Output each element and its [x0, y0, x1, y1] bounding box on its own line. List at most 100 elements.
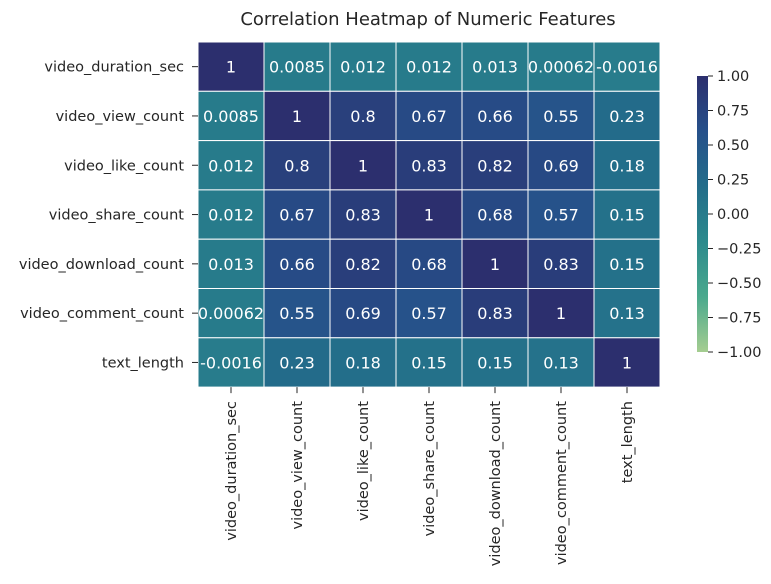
heatmap-cell	[263, 189, 331, 240]
heatmap-cell-label: 0.0085	[203, 107, 259, 126]
heatmap-cell-label: 0.66	[477, 107, 513, 126]
heatmap-cell	[527, 189, 595, 240]
heatmap-cell-label: 0.00062	[198, 304, 264, 323]
heatmap-cell-label: 0.67	[411, 107, 447, 126]
heatmap-cell-label: 0.83	[543, 255, 579, 274]
row-tick-label: video_duration_sec	[44, 60, 184, 76]
column-tick-label: video_view_count	[290, 401, 306, 530]
row-tick-label: video_like_count	[64, 158, 184, 174]
heatmap-cell-label: 0.15	[609, 255, 645, 274]
heatmap-cell-label: 0.57	[543, 206, 579, 225]
heatmap-cell-label: 0.13	[609, 304, 645, 323]
colorbar-tick-label: −0.25	[717, 242, 761, 258]
heatmap-cell	[395, 337, 463, 388]
heatmap-cell-label: 0.68	[411, 255, 447, 274]
heatmap-cell-label: 1	[292, 107, 302, 126]
heatmap-cell-label: 0.55	[543, 107, 579, 126]
heatmap-cell	[197, 288, 265, 339]
heatmap-cell-label: 0.012	[340, 58, 386, 77]
heatmap-cell-label: 0.012	[406, 58, 452, 77]
heatmap-cell	[593, 90, 661, 142]
heatmap-cell	[461, 337, 529, 388]
heatmap-cell-label: 0.8	[284, 156, 309, 175]
colorbar-tick-label: −0.50	[717, 276, 761, 292]
heatmap-cell-label: 0.82	[345, 255, 381, 274]
heatmap-cell	[593, 337, 661, 388]
heatmap-cell-label: 1	[490, 255, 500, 274]
heatmap-cell-label: 0.18	[345, 353, 381, 372]
heatmap-cell	[461, 288, 529, 339]
heatmap-cell-label: 0.69	[543, 156, 579, 175]
colorbar-tick-label: −1.00	[717, 345, 761, 361]
heatmap-cell	[197, 238, 265, 289]
heatmap-cell-label: 1	[556, 304, 566, 323]
heatmap-cell-label: 0.57	[411, 304, 447, 323]
heatmap-cell-label: 0.8	[350, 107, 375, 126]
row-tick-labels: video_duration_sec video_view_count video_…	[19, 60, 198, 371]
heatmap-cell-label: 0.23	[279, 353, 315, 372]
heatmap-cell-label: 0.00062	[528, 58, 594, 77]
heatmap-cell-label: 1	[622, 353, 632, 372]
colorbar-tick-label: 0.75	[717, 104, 749, 120]
heatmap-cell	[395, 189, 463, 240]
colorbar-tick-label: −0.75	[717, 311, 761, 327]
column-tick-label: video_download_count	[488, 401, 504, 566]
column-tick-label: video_share_count	[422, 401, 438, 537]
heatmap-cell	[197, 41, 265, 92]
colorbar-tick-label: 0.00	[717, 207, 749, 223]
heatmap-cell-label: 0.012	[208, 156, 254, 175]
colorbar-tick-label: 0.25	[717, 173, 749, 189]
heatmap-cell-label: 0.67	[279, 206, 315, 225]
heatmap-cell	[263, 288, 331, 339]
heatmap-cell-label: 0.15	[411, 353, 447, 372]
row-tick-label: video_comment_count	[20, 306, 184, 322]
heatmap-cell	[329, 238, 397, 289]
colorbar-ticks: 1.00 0.75 0.50 0.25 0.00 −0.25 −0.50 −0.75 −1.00	[708, 69, 761, 361]
heatmap-cell	[461, 90, 529, 142]
heatmap-cell	[395, 140, 463, 191]
heatmap-cell	[329, 41, 397, 92]
heatmap-cell	[527, 337, 595, 388]
heatmap-cell	[197, 189, 265, 240]
heatmap-cell	[197, 337, 265, 388]
heatmap-cell-label: 0.15	[477, 353, 513, 372]
colorbar-gradient	[697, 76, 708, 352]
heatmap-cell-label: 0.18	[609, 156, 645, 175]
heatmap-cell-label: 0.83	[411, 156, 447, 175]
column-tick-label: video_like_count	[356, 401, 372, 521]
column-tick-label: text_length	[620, 401, 636, 483]
heatmap-cell-label: -0.0016	[596, 58, 658, 77]
heatmap-cells: 1 0.0085 0.012 0.012 0.013 0.00062 -0.00160.00…	[197, 41, 661, 388]
heatmap-cell	[329, 337, 397, 388]
colorbar-tick-label: 0.50	[717, 138, 749, 154]
chart-title: Correlation Heatmap of Numeric Features	[240, 9, 615, 30]
colorbar-tick-label: 1.00	[717, 69, 749, 85]
row-tick-label: video_view_count	[56, 109, 185, 125]
column-tick-label: video_duration_sec	[224, 401, 240, 541]
heatmap-cell-label: 0.66	[279, 255, 315, 274]
colorbar: 1.00 0.75 0.50 0.25 0.00 −0.25 −0.50 −0.75 −1.00	[697, 69, 761, 361]
heatmap-cell-label: 0.013	[472, 58, 518, 77]
heatmap-cell	[461, 140, 529, 191]
heatmap-cell-label: 0.15	[609, 206, 645, 225]
heatmap-cell	[527, 140, 595, 191]
row-tick-label: video_download_count	[19, 257, 184, 273]
heatmap-cell	[329, 140, 397, 191]
heatmap-cell-label: 0.013	[208, 255, 254, 274]
heatmap-cell-label: 1	[226, 58, 236, 77]
heatmap-cell	[527, 41, 595, 92]
heatmap-cell-label: 0.83	[345, 206, 381, 225]
heatmap-cell-label: 1	[358, 156, 368, 175]
heatmap-cell-label: 1	[424, 206, 434, 225]
row-tick-label: video_share_count	[49, 208, 185, 224]
heatmap-cell-label: -0.0016	[200, 353, 262, 372]
row-tick-label: text_length	[102, 355, 184, 371]
heatmap-cell	[593, 140, 661, 191]
column-tick-labels: video_duration_sec video_view_count video_…	[224, 387, 636, 566]
heatmap-cell-label: 0.012	[208, 206, 254, 225]
heatmap-cell-label: 0.23	[609, 107, 645, 126]
heatmap-cell-label: 0.0085	[269, 58, 325, 77]
heatmap-cell-label: 0.68	[477, 206, 513, 225]
heatmap-cell-label: 0.69	[345, 304, 381, 323]
